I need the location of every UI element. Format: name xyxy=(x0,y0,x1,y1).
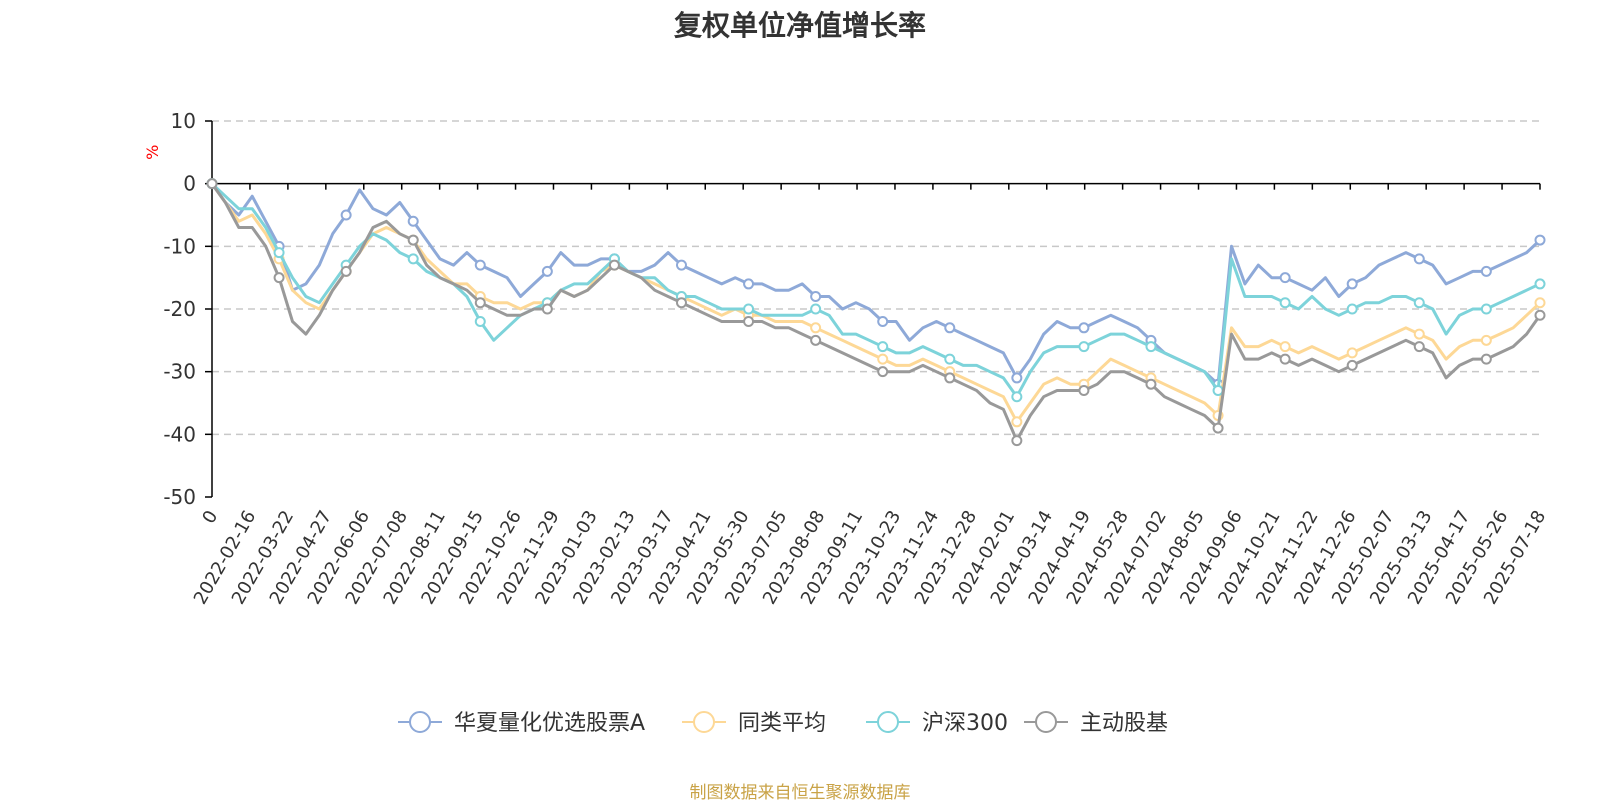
legend-item[interactable]: 同类平均 xyxy=(682,711,826,736)
y-tick-label: -50 xyxy=(163,485,196,509)
data-point xyxy=(340,209,352,221)
grid-lines xyxy=(212,120,1540,436)
series-3 xyxy=(206,178,1546,447)
data-point xyxy=(340,265,352,277)
legend-circle-icon xyxy=(1035,711,1057,733)
y-tick-label: -30 xyxy=(163,360,196,384)
data-point xyxy=(944,322,956,334)
data-point xyxy=(1480,334,1492,346)
x-tick-label: 0 xyxy=(198,507,222,527)
data-point xyxy=(1534,297,1546,309)
series-line xyxy=(210,182,1542,424)
legend-circle-icon xyxy=(409,711,431,733)
data-point xyxy=(1413,297,1425,309)
data-point xyxy=(407,234,419,246)
data-point xyxy=(1212,422,1224,434)
data-point xyxy=(541,265,553,277)
series-line xyxy=(210,182,1542,386)
data-point xyxy=(1346,303,1358,315)
data-point xyxy=(810,290,822,302)
data-point xyxy=(1346,278,1358,290)
y-tick-label: -20 xyxy=(163,297,196,321)
data-point xyxy=(810,322,822,334)
data-point xyxy=(1078,322,1090,334)
data-point xyxy=(944,353,956,365)
data-point xyxy=(407,215,419,227)
y-tick-label: 0 xyxy=(183,172,196,196)
data-point xyxy=(474,259,486,271)
data-point xyxy=(1145,378,1157,390)
legend-label: 沪深300 xyxy=(922,711,1008,736)
data-point xyxy=(743,303,755,315)
legend-item[interactable]: 主动股基 xyxy=(1024,711,1168,736)
y-tick-label: -10 xyxy=(163,234,196,258)
legend-item[interactable]: 华夏量化优选股票A xyxy=(398,711,645,736)
data-point xyxy=(877,353,889,365)
data-point xyxy=(1413,253,1425,265)
legend-circle-icon xyxy=(877,711,899,733)
data-point xyxy=(407,253,419,265)
series-line xyxy=(210,182,1541,399)
data-source-note: 制图数据来自恒生聚源数据库 xyxy=(689,783,911,803)
series-lines xyxy=(206,178,1546,447)
data-point xyxy=(1279,341,1291,353)
legend-label: 主动股基 xyxy=(1080,711,1168,736)
data-point xyxy=(1534,309,1546,321)
legend-circle-icon xyxy=(693,711,715,733)
legend[interactable]: 华夏量化优选股票A 同类平均 沪深300 主动股基 xyxy=(398,711,1168,736)
data-point xyxy=(944,372,956,384)
y-axis-label: % xyxy=(143,145,162,160)
data-point xyxy=(541,303,553,315)
legend-label: 华夏量化优选股票A xyxy=(454,711,645,736)
data-point xyxy=(810,303,822,315)
data-point xyxy=(1011,372,1023,384)
data-point xyxy=(1480,265,1492,277)
data-point xyxy=(1534,234,1546,246)
data-point xyxy=(474,316,486,328)
data-point xyxy=(1212,384,1224,396)
data-point xyxy=(1145,341,1157,353)
data-point xyxy=(877,341,889,353)
data-point xyxy=(206,178,218,190)
data-point xyxy=(1011,391,1023,403)
data-point xyxy=(1346,347,1358,359)
data-point xyxy=(1346,359,1358,371)
data-point xyxy=(1011,435,1023,447)
data-point xyxy=(1279,353,1291,365)
y-tick-label: 10 xyxy=(171,109,196,133)
data-point xyxy=(743,278,755,290)
data-point xyxy=(1279,272,1291,284)
series-0 xyxy=(206,178,1546,390)
legend-label: 同类平均 xyxy=(738,711,826,736)
data-point xyxy=(1279,297,1291,309)
data-point xyxy=(810,334,822,346)
data-point xyxy=(1413,341,1425,353)
data-point xyxy=(273,272,285,284)
data-point xyxy=(675,259,687,271)
data-point xyxy=(1480,353,1492,365)
series-line xyxy=(210,182,1542,443)
data-point xyxy=(743,316,755,328)
legend-item[interactable]: 沪深300 xyxy=(866,711,1008,736)
data-point xyxy=(474,297,486,309)
y-tick-label: -40 xyxy=(163,422,196,446)
data-point xyxy=(1078,384,1090,396)
chart-title: 复权单位净值增长率 xyxy=(673,9,926,42)
data-point xyxy=(1413,328,1425,340)
data-point xyxy=(608,259,620,271)
data-point xyxy=(877,316,889,328)
data-point xyxy=(1480,303,1492,315)
data-point xyxy=(273,247,285,259)
data-point xyxy=(877,366,889,378)
data-point xyxy=(1011,416,1023,428)
data-point xyxy=(675,297,687,309)
data-point xyxy=(1534,278,1546,290)
data-point xyxy=(1078,341,1090,353)
